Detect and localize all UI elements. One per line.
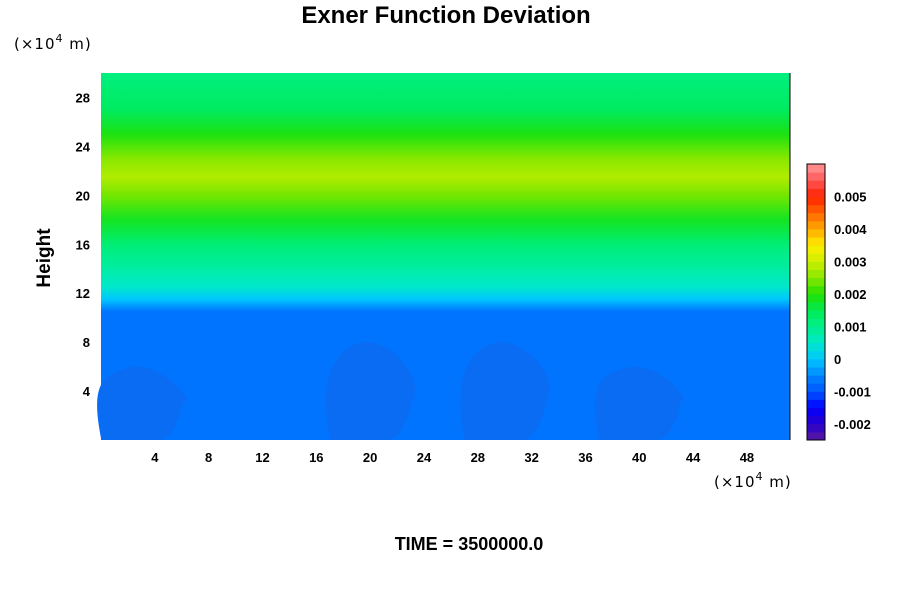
x-tick-label: 48 xyxy=(740,450,754,465)
colorbar-swatch xyxy=(807,334,825,344)
plot-area xyxy=(97,73,791,440)
colorbar-swatch xyxy=(807,383,825,392)
colorbar-swatch xyxy=(807,415,825,425)
x-axis-unit: (×104 m) xyxy=(714,470,792,491)
colorbar-swatch xyxy=(807,212,825,222)
colorbar-swatch xyxy=(807,285,825,295)
colorbar-swatch xyxy=(807,245,825,254)
colorbar-tick-label: 0.003 xyxy=(834,254,867,269)
colorbar-swatch xyxy=(807,269,825,279)
colorbar-tick-label: -0.001 xyxy=(834,384,871,399)
y-tick-label: 12 xyxy=(76,286,90,301)
x-tick-label: 24 xyxy=(417,450,432,465)
x-tick-label: 20 xyxy=(363,450,377,465)
colorbar-swatch xyxy=(807,180,825,189)
colorbar-swatch xyxy=(807,375,825,384)
colorbar-swatch xyxy=(807,188,825,197)
x-tick-label: 36 xyxy=(578,450,592,465)
y-unit-exp: 4 xyxy=(56,32,64,45)
low-cell-2 xyxy=(325,342,415,440)
colorbar-swatch xyxy=(807,293,825,303)
colorbar-swatch xyxy=(807,326,825,335)
anomaly-cells xyxy=(97,342,685,440)
colorbar-swatch xyxy=(807,407,825,417)
colorbar-swatch xyxy=(807,366,825,376)
x-tick-label: 32 xyxy=(524,450,538,465)
y-axis-label: Height xyxy=(34,228,55,288)
low-cell-3 xyxy=(460,342,550,440)
time-label: TIME = 3500000.0 xyxy=(395,534,544,554)
colorbar-swatch xyxy=(807,302,825,311)
colorbar-tick-label: 0.002 xyxy=(834,287,867,302)
colorbar-tick-label: 0 xyxy=(834,352,841,367)
colorbar-tick-label: 0.001 xyxy=(834,319,867,334)
low-cell-4 xyxy=(594,366,685,440)
colorbar-swatch xyxy=(807,350,825,360)
y-tick-label: 24 xyxy=(76,139,91,154)
colorbar-swatch xyxy=(807,204,825,214)
field-background xyxy=(101,73,790,440)
y-tick-label: 20 xyxy=(76,188,90,203)
x-unit-base: (×10 xyxy=(714,473,756,491)
colorbar-swatch xyxy=(807,237,825,246)
y-unit-base: (×10 xyxy=(14,35,56,53)
x-tick-label: 16 xyxy=(309,450,323,465)
colorbar-swatch xyxy=(807,220,825,230)
colorbar-swatch xyxy=(807,228,825,238)
x-tick-label: 44 xyxy=(686,450,701,465)
y-tick-label: 4 xyxy=(83,384,91,399)
x-tick-label: 40 xyxy=(632,450,646,465)
y-unit-tail: m) xyxy=(64,35,92,53)
colorbar-tick-labels: 0.005 0.004 0.003 0.002 0.001 0 -0.001 -0.002 xyxy=(834,189,871,431)
x-tick-label: 12 xyxy=(255,450,269,465)
x-tick-label: 8 xyxy=(205,450,212,465)
y-tick-label: 16 xyxy=(76,237,90,252)
colorbar-swatch xyxy=(807,399,825,409)
colorbar-swatch xyxy=(807,172,825,181)
x-tick-label: 28 xyxy=(471,450,485,465)
x-tick-label: 4 xyxy=(151,450,159,465)
y-axis-unit: (×104 m) xyxy=(14,32,92,53)
colorbar-swatch xyxy=(807,164,825,173)
colorbar-tick-label: -0.002 xyxy=(834,417,871,432)
colorbar-swatch xyxy=(807,342,825,352)
colorbar-swatch xyxy=(807,423,825,433)
low-cell-1 xyxy=(97,366,187,440)
colorbar-tick-label: 0.005 xyxy=(834,189,867,204)
colorbar-swatch xyxy=(807,391,825,400)
colorbar-frame xyxy=(806,163,826,441)
colorbar-swatch xyxy=(807,261,825,271)
colorbar-swatch xyxy=(807,310,825,319)
y-tick-label: 8 xyxy=(83,335,90,350)
colorbar-swatch xyxy=(807,431,825,441)
x-tick-labels: 4 8 12 16 20 24 28 32 36 40 44 48 xyxy=(151,450,754,465)
y-tick-label: 28 xyxy=(76,90,90,105)
chart-title: Exner Function Deviation xyxy=(301,2,590,29)
colorbar-swatch xyxy=(807,253,825,262)
colorbar-tick-label: 0.004 xyxy=(834,222,867,237)
colorbar xyxy=(806,163,826,441)
colorbar-swatch xyxy=(807,358,825,368)
y-tick-labels: 4 8 12 16 20 24 28 xyxy=(76,90,91,399)
colorbar-swatch xyxy=(807,318,825,327)
colorbar-swatch xyxy=(807,277,825,287)
colorbar-swatch xyxy=(807,196,825,206)
x-unit-tail: m) xyxy=(764,473,792,491)
x-unit-exp: 4 xyxy=(756,470,764,483)
